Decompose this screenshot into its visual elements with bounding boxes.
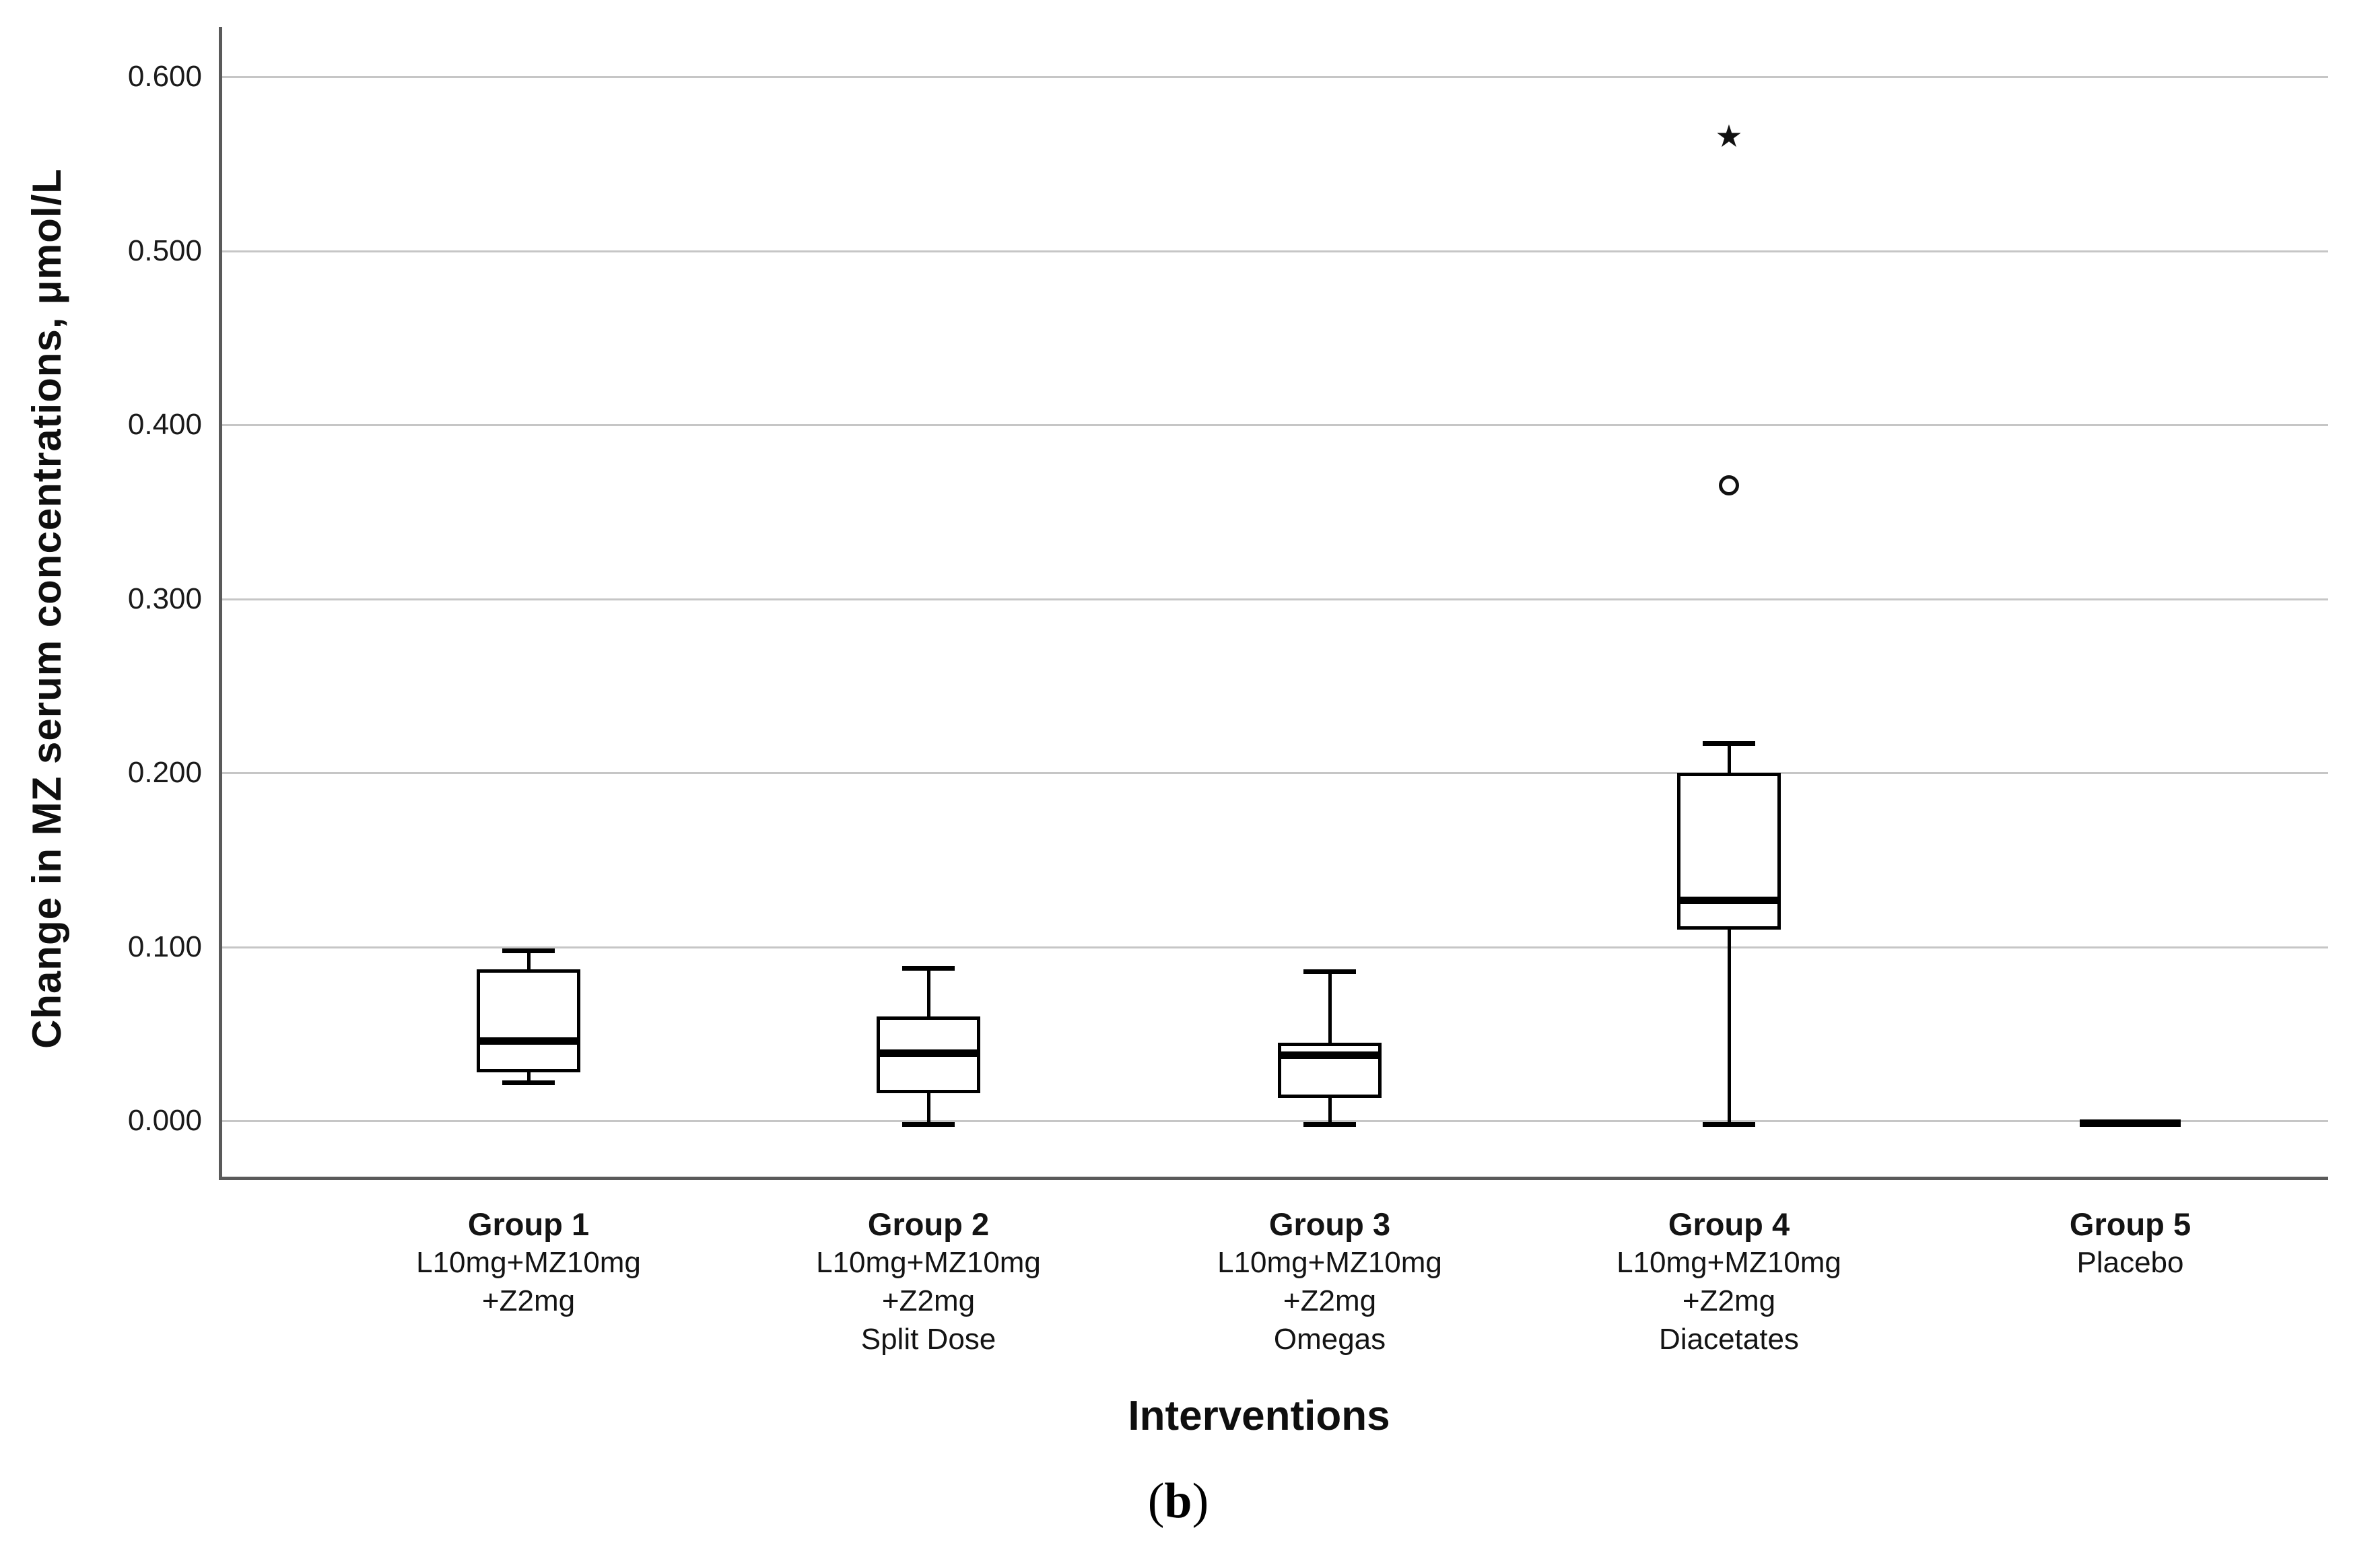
boxplot-median [2080, 1119, 2181, 1127]
x-tick-label: Group 4 L10mg+MZ10mg +Z2mg Diacetates [1514, 1205, 1944, 1358]
x-tick-group-subline: L10mg+MZ10mg [416, 1246, 641, 1279]
x-tick-label: Group 2 L10mg+MZ10mg +Z2mg Split Dose [713, 1205, 1144, 1358]
figure-caption: (b) [976, 1473, 1380, 1530]
gridline [219, 250, 2328, 252]
x-tick-group-subline: +Z2mg [1283, 1284, 1377, 1317]
boxplot-median [1677, 896, 1781, 904]
boxplot-whisker-lower [927, 1093, 930, 1125]
boxplot-whisker-upper [527, 950, 531, 970]
boxplot-whisker-upper [927, 967, 930, 1016]
gridline [219, 598, 2328, 600]
y-tick-label: 0.500 [127, 234, 202, 267]
caption-letter: b [1164, 1474, 1192, 1529]
x-tick-group-name: Group 5 [2069, 1206, 2191, 1242]
boxplot-whisker-cap-lower [1303, 1122, 1356, 1128]
caption-paren-close: ) [1192, 1474, 1209, 1529]
outlier-star-icon: ★ [1715, 118, 1743, 153]
gridline [219, 772, 2328, 774]
boxplot-whisker-cap-lower [902, 1122, 955, 1128]
x-tick-group-subline: L10mg+MZ10mg [816, 1246, 1041, 1279]
boxplot-whisker-cap-upper [1303, 969, 1356, 974]
x-tick-group-subline: Omegas [1273, 1323, 1386, 1356]
x-tick-group-subline: +Z2mg [881, 1284, 976, 1317]
y-tick-label: 0.600 [127, 60, 202, 93]
x-tick-group-name: Group 1 [467, 1206, 590, 1242]
boxplot-whisker-lower [1728, 929, 1731, 1125]
boxplot-median [877, 1049, 980, 1058]
x-tick-group-subline: L10mg+MZ10mg [1217, 1246, 1442, 1279]
boxplot-whisker-cap-upper [502, 948, 555, 953]
outlier-circle-icon [1719, 475, 1739, 496]
boxplot-median [477, 1037, 580, 1045]
x-tick-group-subline: Split Dose [860, 1323, 996, 1356]
boxplot-box [1677, 773, 1781, 930]
gridline [219, 76, 2328, 78]
y-tick-label: 0.100 [127, 930, 202, 963]
x-tick-group-name: Group 2 [867, 1206, 990, 1242]
y-tick-label: 0.300 [127, 582, 202, 615]
boxplot-median [1278, 1051, 1382, 1059]
y-tick-label: 0.000 [127, 1104, 202, 1137]
y-tick-label: 0.200 [127, 756, 202, 789]
boxplot-whisker-lower [1328, 1098, 1332, 1125]
caption-paren-open: ( [1147, 1474, 1165, 1529]
boxplot-whisker-cap-lower [1703, 1122, 1755, 1128]
x-axis-title: Interventions [1128, 1393, 1390, 1439]
x-tick-group-subline: +Z2mg [1682, 1284, 1776, 1317]
boxplot-whisker-cap-lower [502, 1080, 555, 1086]
gridline [219, 424, 2328, 426]
x-axis-line [219, 1177, 2328, 1180]
x-tick-group-name: Group 4 [1668, 1206, 1790, 1242]
x-tick-label: Group 3 L10mg+MZ10mg +Z2mg Omegas [1114, 1205, 1545, 1358]
x-tick-label: Group 5 Placebo [1915, 1205, 2346, 1282]
boxplot-whisker-upper [1728, 743, 1731, 773]
x-tick-group-subline: L10mg+MZ10mg [1617, 1246, 1841, 1279]
y-axis-line [219, 27, 222, 1180]
x-tick-group-subline: +Z2mg [481, 1284, 576, 1317]
x-tick-group-name: Group 3 [1268, 1206, 1391, 1242]
y-tick-label: 0.400 [127, 408, 202, 441]
gridline [219, 1120, 2328, 1122]
gridline [219, 946, 2328, 948]
boxplot-box [477, 969, 580, 1072]
boxplot-whisker-cap-upper [902, 965, 955, 971]
boxplot-whisker-cap-upper [1703, 741, 1755, 747]
boxplot-whisker-upper [1328, 971, 1332, 1043]
boxplot-whisker-lower [527, 1072, 531, 1083]
x-tick-group-subline: Placebo [2076, 1246, 2184, 1279]
x-tick-label: Group 1 L10mg+MZ10mg +Z2mg [313, 1205, 744, 1320]
x-tick-group-subline: Diacetates [1659, 1323, 1799, 1356]
